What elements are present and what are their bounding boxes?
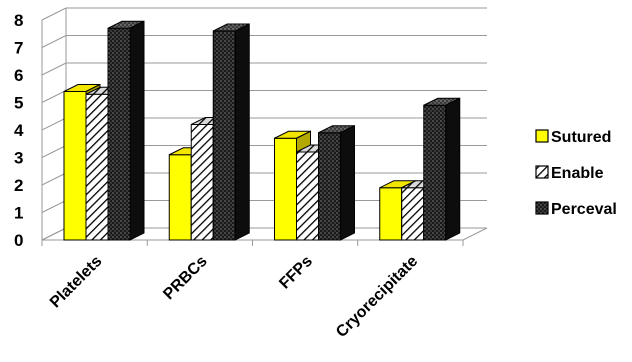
bar-front [212,30,236,241]
bar-perceval-platelets [107,20,145,241]
bar-front [379,187,403,241]
gridline-side [41,62,67,76]
bar-front [318,132,341,241]
bar-side [340,124,355,241]
legend-label: Sutured [551,129,611,146]
bar-perceval-prbcs [212,23,250,241]
legend-swatch [535,129,549,143]
bar-front [107,27,131,241]
x-category-label: FFPs [276,253,316,293]
bar-side [445,97,461,241]
y-tick-label: 1 [14,204,23,223]
legend-swatch [535,165,549,179]
legend-label: Perceval [551,201,617,218]
bar-perceval-ffps [318,124,355,241]
bars-layer [63,20,461,241]
bar-front [423,104,447,241]
legend-item-perceval: Perceval [535,201,617,218]
bar-front [190,124,214,241]
gridline-side [41,145,67,158]
bar-front [85,93,109,241]
bar-front [274,137,297,241]
legend-item-enable: Enable [535,165,604,182]
bar-perceval-cryorecipitate [423,97,461,241]
gridline-side [41,7,67,21]
gridline-side [41,117,67,131]
y-tick-label: 7 [14,39,23,58]
legend-item-sutured: Sutured [535,129,611,146]
y-tick-label: 5 [14,94,23,113]
gridline-side [41,35,67,48]
bar-front [296,151,319,241]
bar-front [63,91,87,241]
bar-side [234,23,250,241]
y-tick-label: 0 [14,231,23,250]
y-tick-label: 4 [14,121,24,140]
x-category-label: Cryorecipitate [333,253,421,341]
y-tick-label: 2 [14,176,23,195]
gridline-side [41,172,67,186]
y-tick-label: 6 [14,66,23,85]
bar-side [129,20,145,241]
labels-layer: Platelets PRBCs FFPs Cryorecipitate [47,253,421,341]
legend-swatch [535,201,549,215]
gridline-side [41,200,67,213]
x-category-label: PRBCs [160,253,210,303]
legend-label: Enable [551,165,604,182]
bar-front [168,154,192,241]
legend: Sutured Enable Perceval [535,129,617,218]
x-category-label: Platelets [47,253,106,312]
bar-front [401,187,425,241]
y-tick-label: 8 [14,11,23,30]
y-tick-label: 3 [14,149,23,168]
gridline-side [41,90,67,103]
